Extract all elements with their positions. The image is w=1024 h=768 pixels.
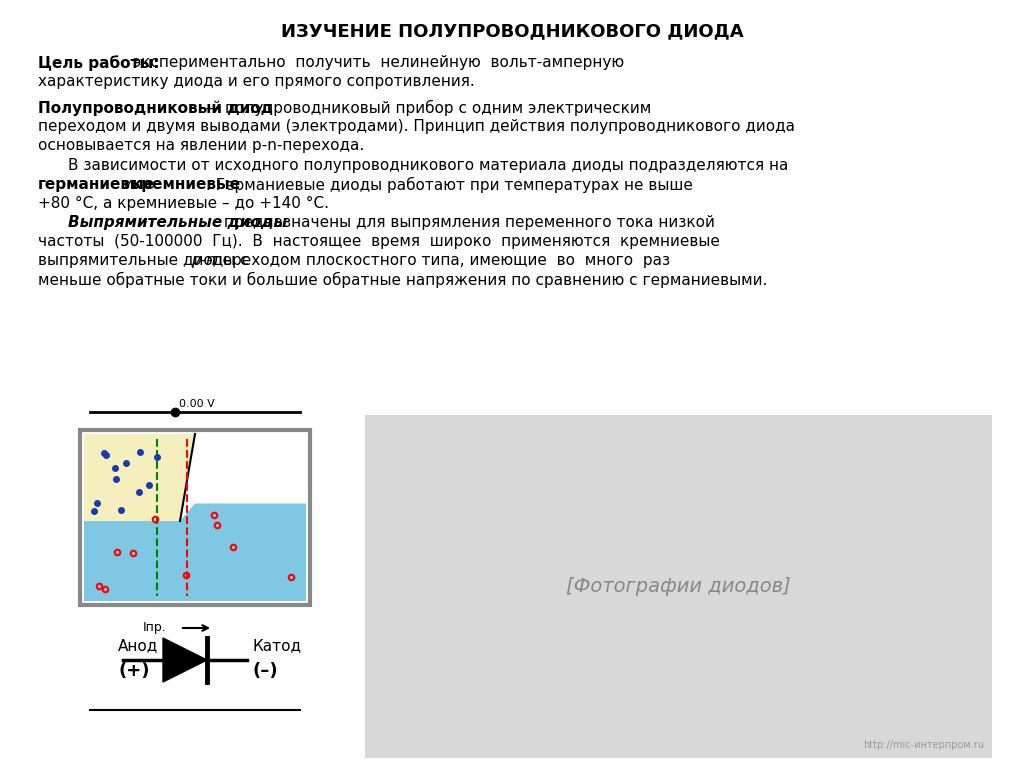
Text: . Германиевые диоды работают при температурах не выше: . Германиевые диоды работают при темпера… [206, 177, 693, 194]
Text: Iпр.: Iпр. [143, 621, 167, 634]
Text: (–): (–) [252, 662, 278, 680]
Text: основывается на явлении р-n-перехода.: основывается на явлении р-n-перехода. [38, 138, 365, 153]
Polygon shape [84, 504, 306, 601]
Text: -переходом плоскостного типа, имеющие  во  много  раз: -переходом плоскостного типа, имеющие во… [208, 253, 671, 268]
Text: +80 °С, а кремниевые – до +140 °С.: +80 °С, а кремниевые – до +140 °С. [38, 196, 329, 211]
Polygon shape [163, 638, 207, 682]
Text: http://mic-интерпром.ru: http://mic-интерпром.ru [863, 740, 984, 750]
Text: В зависимости от исходного полупроводникового материала диоды подразделяются на: В зависимости от исходного полупроводник… [68, 158, 788, 173]
Text: переходом и двумя выводами (электродами). Принцип действия полупроводникового ди: переходом и двумя выводами (электродами)… [38, 119, 795, 134]
Text: Катод: Катод [252, 638, 301, 653]
Text: 0.00 V: 0.00 V [179, 399, 215, 409]
Bar [365, 415, 992, 758]
Polygon shape [84, 434, 195, 521]
Text: [Фотографии диодов]: [Фотографии диодов] [566, 577, 791, 596]
Text: ИЗУЧЕНИЕ ПОЛУПРОВОДНИКОВОГО ДИОДА: ИЗУЧЕНИЕ ПОЛУПРОВОДНИКОВОГО ДИОДА [281, 22, 743, 40]
Text: Выпрямительные диоды: Выпрямительные диоды [68, 215, 287, 230]
Text: Анод: Анод [118, 638, 159, 653]
Text: Полупроводниковый диод: Полупроводниковый диод [38, 100, 273, 115]
Text: и: и [120, 177, 139, 192]
Bar [80, 430, 310, 605]
Text: кремниевые: кремниевые [132, 177, 241, 192]
Text: Цель работы:: Цель работы: [38, 55, 160, 71]
Text: меньше обратные токи и большие обратные напряжения по сравнению с германиевыми.: меньше обратные токи и большие обратные … [38, 272, 767, 288]
Text: р-n: р-n [190, 253, 216, 268]
Text: предназначены для выпрямления переменного тока низкой: предназначены для выпрямления переменног… [219, 215, 715, 230]
Text: характеристику диода и его прямого сопротивления.: характеристику диода и его прямого сопро… [38, 74, 475, 89]
Text: (+): (+) [118, 662, 150, 680]
Text: частоты  (50-100000  Гц).  В  настоящее  время  широко  применяются  кремниевые: частоты (50-100000 Гц). В настоящее врем… [38, 234, 720, 249]
Text: выпрямительные диоды с: выпрямительные диоды с [38, 253, 254, 268]
Text: экспериментально  получить  нелинейную  вольт-амперную: экспериментально получить нелинейную вол… [128, 55, 624, 70]
Text: — полупроводниковый прибор с одним электрическим: — полупроводниковый прибор с одним элект… [200, 100, 651, 116]
Text: германиевые: германиевые [38, 177, 155, 192]
